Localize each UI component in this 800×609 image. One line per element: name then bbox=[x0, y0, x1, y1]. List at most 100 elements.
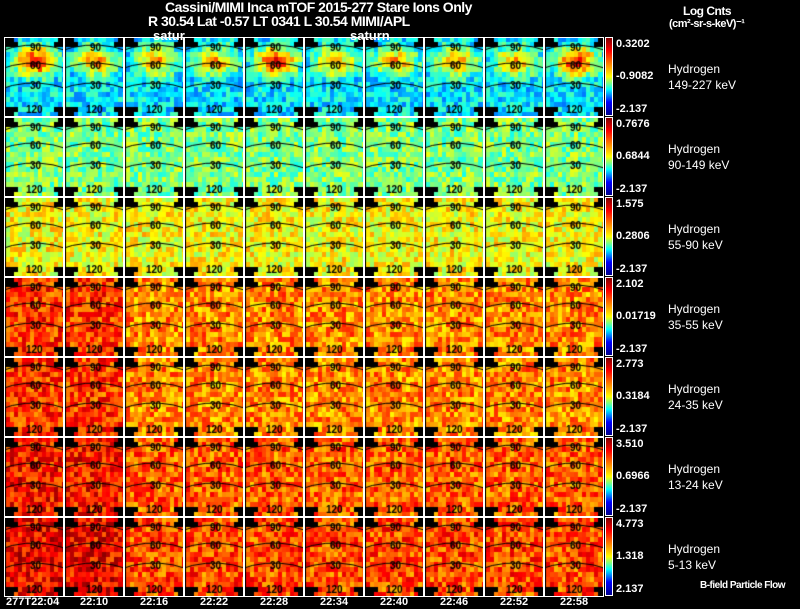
species-species-label: Hydrogen bbox=[668, 222, 721, 236]
heatmap-panel bbox=[184, 37, 244, 117]
heatmap-panel bbox=[484, 517, 544, 597]
heatmap-panel bbox=[364, 437, 424, 517]
heatmap-panel bbox=[64, 277, 124, 357]
colorbar-max-label: 0.3202 bbox=[616, 38, 650, 50]
heatmap-panel bbox=[4, 357, 64, 437]
heatmap-panel bbox=[64, 437, 124, 517]
energy-row bbox=[4, 437, 604, 517]
colorbar-min-label: -2.137 bbox=[616, 103, 648, 115]
species-species-label: Hydrogen bbox=[668, 382, 721, 396]
heatmap-panel bbox=[4, 517, 64, 597]
heatmap-panel bbox=[424, 437, 484, 517]
colorbar bbox=[605, 197, 613, 276]
time-tick-label: 22:46 bbox=[440, 596, 469, 608]
heatmap-panel bbox=[364, 517, 424, 597]
colorbar bbox=[605, 517, 613, 596]
colorbar bbox=[605, 277, 613, 356]
time-tick-label: 22:28 bbox=[260, 596, 289, 608]
colorbar-mid-label: 0.2806 bbox=[616, 230, 650, 242]
heatmap-panel bbox=[244, 37, 304, 117]
heatmap-panel bbox=[364, 37, 424, 117]
heatmap-panel bbox=[304, 37, 364, 117]
heatmap-panel bbox=[304, 277, 364, 357]
energy-row bbox=[4, 277, 604, 357]
heatmap-panel bbox=[544, 437, 604, 517]
heatmap-panel bbox=[544, 357, 604, 437]
colorbar-min-label: -2.137 bbox=[616, 263, 648, 275]
time-tick-label: 22:10 bbox=[80, 596, 109, 608]
colorbar-min-label: -2.137 bbox=[616, 183, 648, 195]
heatmap-panel bbox=[484, 117, 544, 197]
heatmap-panel bbox=[424, 277, 484, 357]
heatmap-panel bbox=[244, 517, 304, 597]
heatmap-panel bbox=[304, 197, 364, 277]
heatmap-panel bbox=[544, 197, 604, 277]
heatmap-panel bbox=[304, 357, 364, 437]
colorbar-min-label: -2.137 bbox=[616, 423, 648, 435]
units-sublabel: (cm²-sr-s-keV)⁻¹ bbox=[669, 18, 745, 30]
heatmap-panel bbox=[484, 357, 544, 437]
colorbar-max-label: 1.575 bbox=[616, 198, 644, 210]
colorbar-mid-label: 0.6966 bbox=[616, 470, 650, 482]
heatmap-panel bbox=[484, 197, 544, 277]
heatmap-panel bbox=[64, 197, 124, 277]
heatmap-panel bbox=[64, 37, 124, 117]
heatmap-panel bbox=[304, 117, 364, 197]
colorbar-mid-label: 0.3184 bbox=[616, 390, 650, 402]
colorbar-max-label: 2.773 bbox=[616, 358, 644, 370]
heatmap-panel bbox=[364, 277, 424, 357]
heatmap-panel bbox=[484, 277, 544, 357]
heatmap-panel bbox=[424, 517, 484, 597]
heatmap-panel bbox=[4, 437, 64, 517]
species-energy-label: 13-24 keV bbox=[668, 478, 723, 492]
colorbar-mid-label: 1.318 bbox=[616, 550, 644, 562]
energy-row bbox=[4, 37, 604, 117]
heatmap-panel bbox=[64, 357, 124, 437]
heatmap-panel bbox=[244, 437, 304, 517]
energy-row bbox=[4, 117, 604, 197]
colorbar-max-label: 4.773 bbox=[616, 518, 644, 530]
units-label: Log Cnts bbox=[683, 4, 732, 18]
heatmap-panel bbox=[304, 437, 364, 517]
heatmap-panel bbox=[124, 357, 184, 437]
heatmap-panel bbox=[424, 37, 484, 117]
bfield-flow-note: B-field Particle Flow bbox=[700, 580, 786, 591]
heatmap-grid bbox=[4, 37, 604, 597]
colorbar-min-label: -2.137 bbox=[616, 343, 648, 355]
plot-title: Cassini/MIMI Inca mTOF 2015-277 Stare Io… bbox=[165, 0, 472, 15]
heatmap-panel bbox=[244, 277, 304, 357]
colorbar bbox=[605, 37, 613, 116]
heatmap-panel bbox=[484, 437, 544, 517]
time-tick-label: 277T22:04 bbox=[6, 596, 60, 608]
heatmap-panel bbox=[4, 117, 64, 197]
heatmap-panel bbox=[424, 357, 484, 437]
species-species-label: Hydrogen bbox=[668, 462, 721, 476]
energy-row bbox=[4, 517, 604, 597]
saturn-label: saturn bbox=[350, 28, 390, 43]
heatmap-panel bbox=[244, 117, 304, 197]
heatmap-panel bbox=[184, 277, 244, 357]
colorbar-mid-label: 0.6844 bbox=[616, 150, 650, 162]
colorbar-max-label: 2.102 bbox=[616, 278, 644, 290]
species-energy-label: 35-55 keV bbox=[668, 318, 723, 332]
heatmap-panel bbox=[184, 517, 244, 597]
species-energy-label: 149-227 keV bbox=[668, 78, 737, 92]
colorbar bbox=[605, 437, 613, 516]
heatmap-panel bbox=[184, 357, 244, 437]
time-tick-label: 22:52 bbox=[500, 596, 529, 608]
heatmap-panel bbox=[124, 277, 184, 357]
heatmap-panel bbox=[364, 117, 424, 197]
heatmap-panel bbox=[4, 197, 64, 277]
time-tick-label: 22:16 bbox=[140, 596, 169, 608]
heatmap-panel bbox=[124, 517, 184, 597]
species-species-label: Hydrogen bbox=[668, 62, 721, 76]
time-tick-label: 22:34 bbox=[320, 596, 349, 608]
heatmap-panel bbox=[544, 517, 604, 597]
colorbar bbox=[605, 357, 613, 436]
colorbar-min-label: -2.137 bbox=[616, 503, 648, 515]
heatmap-panel bbox=[544, 277, 604, 357]
colorbar-mid-label: -0.9082 bbox=[616, 70, 654, 82]
species-species-label: Hydrogen bbox=[668, 542, 721, 556]
colorbar-min-label: 2.137 bbox=[616, 583, 644, 595]
species-species-label: Hydrogen bbox=[668, 302, 721, 316]
